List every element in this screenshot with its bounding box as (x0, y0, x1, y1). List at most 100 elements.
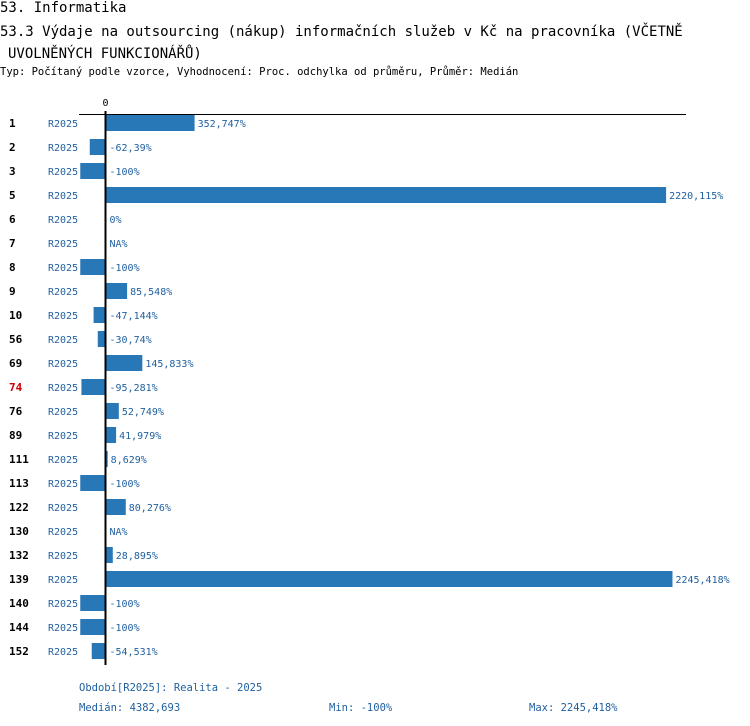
category-label: 1 (9, 117, 16, 130)
value-label: -62,39% (110, 143, 152, 154)
series-label: R2025 (48, 311, 78, 322)
series-label: R2025 (48, 263, 78, 274)
value-label: 0% (110, 215, 122, 226)
value-label: 52,749% (122, 407, 164, 418)
value-label: 41,979% (119, 431, 161, 442)
series-label: R2025 (48, 455, 78, 466)
category-label: 9 (9, 285, 16, 298)
value-label: 28,895% (116, 551, 158, 562)
bar (80, 259, 106, 275)
footer-max: Max: 2245,418% (529, 702, 618, 714)
value-label: -100% (110, 599, 140, 610)
bar (91, 643, 106, 659)
series-label: R2025 (48, 239, 78, 250)
bar (105, 499, 126, 515)
category-label: 3 (9, 165, 16, 178)
value-label: 2220,115% (669, 191, 723, 202)
category-label: 10 (9, 309, 22, 322)
category-label: 7 (9, 237, 16, 250)
series-label: R2025 (48, 359, 78, 370)
bar (89, 139, 106, 155)
bar (105, 451, 108, 467)
value-label: -95,281% (110, 383, 158, 394)
bar (105, 547, 113, 563)
bar (93, 307, 106, 323)
category-label: 113 (9, 477, 29, 490)
bar (105, 403, 119, 419)
value-label: 8,629% (111, 455, 147, 466)
value-label: NA% (110, 239, 128, 250)
category-label: 139 (9, 573, 29, 586)
series-label: R2025 (48, 623, 78, 634)
zero-tick-label: 0 (102, 98, 108, 109)
value-label: -100% (110, 623, 140, 634)
bar (80, 619, 106, 635)
section-title: 53. Informatika (0, 0, 127, 16)
category-label: 89 (9, 429, 22, 442)
category-label: 5 (9, 189, 16, 202)
value-label: -54,531% (110, 647, 158, 658)
footer-median: Medián: 4382,693 (79, 702, 181, 714)
category-label: 152 (9, 645, 29, 658)
category-label: 74 (9, 381, 23, 394)
chart-title-line2: UVOLNĚNÝCH FUNKCIONÁŘŮ) (8, 46, 202, 62)
value-label: -100% (110, 479, 140, 490)
value-label: 145,833% (145, 359, 193, 370)
series-label: R2025 (48, 287, 78, 298)
value-label: 85,548% (130, 287, 172, 298)
series-label: R2025 (48, 503, 78, 514)
category-label: 76 (9, 405, 23, 418)
series-label: R2025 (48, 407, 78, 418)
value-label: 2245,418% (675, 575, 729, 586)
bar (105, 115, 195, 131)
series-label: R2025 (48, 119, 78, 130)
category-label: 6 (9, 213, 16, 226)
bar (80, 595, 106, 611)
bar-chart: 0 1 R2025 352,747% 2 R2025 -62,39% 3 R2025 -100% 5… (9, 98, 730, 665)
series-label: R2025 (48, 551, 78, 562)
value-label: -47,144% (110, 311, 158, 322)
footer-period: Období[R2025]: Realita - 2025 (79, 682, 263, 694)
series-label: R2025 (48, 599, 78, 610)
series-label: R2025 (48, 335, 78, 346)
chart-subtitle: Typ: Počítaný podle vzorce, Vyhodnocení:… (0, 66, 519, 78)
bar (105, 571, 673, 587)
bar (80, 475, 106, 491)
series-label: R2025 (48, 383, 78, 394)
category-label: 69 (9, 357, 22, 370)
series-label: R2025 (48, 191, 78, 202)
value-label: NA% (110, 527, 128, 538)
category-label: 130 (9, 525, 29, 538)
value-label: -100% (110, 263, 140, 274)
value-label: -30,74% (110, 335, 152, 346)
category-label: 56 (9, 333, 23, 346)
footer-min: Min: -100% (329, 702, 393, 714)
bar (105, 283, 128, 299)
value-label: -100% (110, 167, 140, 178)
series-label: R2025 (48, 575, 78, 586)
series-label: R2025 (48, 215, 78, 226)
series-label: R2025 (48, 527, 78, 538)
bar (105, 187, 667, 203)
chart-title: 53.3 Výdaje na outsourcing (nákup) infor… (0, 21, 683, 65)
series-label: R2025 (48, 647, 78, 658)
series-label: R2025 (48, 479, 78, 490)
bar (97, 331, 106, 347)
category-label: 132 (9, 549, 29, 562)
chart-title-line1: 53.3 Výdaje na outsourcing (nákup) infor… (0, 24, 683, 40)
category-label: 122 (9, 501, 29, 514)
series-label: R2025 (48, 143, 78, 154)
category-label: 144 (9, 621, 29, 634)
bar (81, 379, 106, 395)
series-label: R2025 (48, 431, 78, 442)
bar (80, 163, 106, 179)
value-label: 352,747% (198, 119, 246, 130)
bar (105, 355, 143, 371)
category-label: 111 (9, 453, 29, 466)
value-label: 80,276% (129, 503, 171, 514)
series-label: R2025 (48, 167, 78, 178)
bar (105, 427, 117, 443)
category-label: 2 (9, 141, 16, 154)
category-label: 140 (9, 597, 29, 610)
category-label: 8 (9, 261, 16, 274)
